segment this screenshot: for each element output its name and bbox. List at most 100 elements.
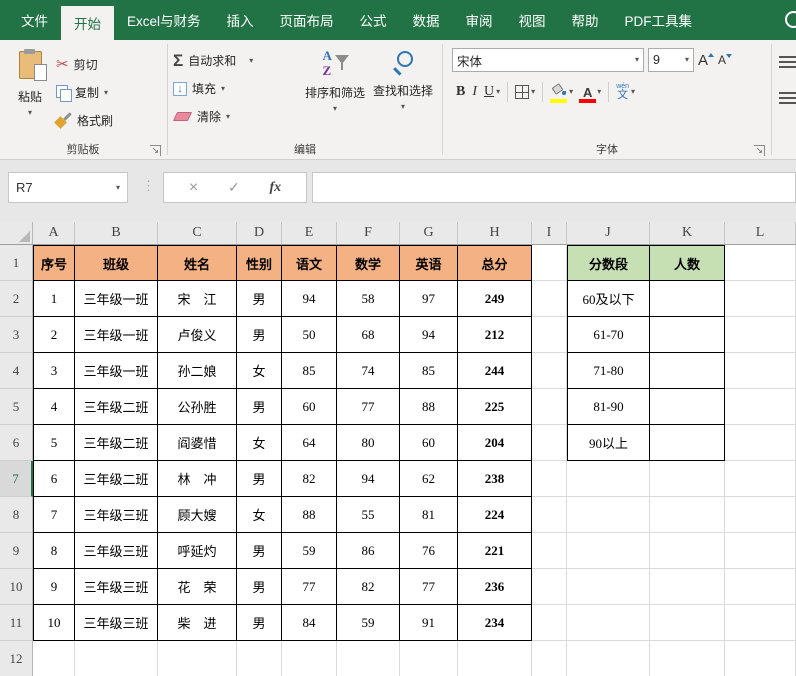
row-header-4[interactable]: 4 [0,353,33,389]
cell-j4[interactable]: 71-80 [567,353,650,389]
cell-j1[interactable]: 分数段 [567,245,650,281]
cell-a8[interactable]: 7 [33,497,75,533]
clear-dropdown-icon[interactable]: ▾ [226,111,231,121]
col-header-a[interactable]: A [33,222,75,245]
cell-e6[interactable]: 64 [282,425,337,461]
cell-l7[interactable] [725,461,796,497]
tab-excel-finance[interactable]: Excel与财务 [127,14,201,29]
cell-h10[interactable]: 236 [458,569,532,605]
cell-i9[interactable] [532,533,567,569]
cell-e11[interactable]: 84 [282,605,337,641]
col-header-d[interactable]: D [237,222,282,245]
formula-input[interactable] [312,172,796,203]
cell-i10[interactable] [532,569,567,605]
tab-home[interactable]: 开始 [61,6,114,40]
font-dialog-launcher-icon[interactable]: ↘ [754,145,765,156]
row-header-8[interactable]: 8 [0,497,33,533]
cell-a9[interactable]: 8 [33,533,75,569]
cell-g9[interactable]: 76 [400,533,458,569]
cell-j12[interactable] [567,641,650,676]
cell-k8[interactable] [650,497,725,533]
tab-page-layout[interactable]: 页面布局 [279,14,334,29]
cell-h9[interactable]: 221 [458,533,532,569]
italic-button[interactable]: I [472,84,478,99]
cell-b1[interactable]: 班级 [75,245,158,281]
cell-b9[interactable]: 三年级三班 [75,533,158,569]
cell-i8[interactable] [532,497,567,533]
cell-i3[interactable] [532,317,567,353]
find-select-dropdown-icon[interactable]: ▾ [400,102,405,111]
cell-k9[interactable] [650,533,725,569]
col-header-g[interactable]: G [400,222,458,245]
cell-l1[interactable] [725,245,796,281]
cell-c7[interactable]: 林 冲 [158,461,237,497]
cell-a3[interactable]: 2 [33,317,75,353]
tab-insert[interactable]: 插入 [226,14,254,29]
cell-i11[interactable] [532,605,567,641]
cell-l9[interactable] [725,533,796,569]
cell-d7[interactable]: 男 [237,461,282,497]
cell-g2[interactable]: 97 [400,281,458,317]
cell-c6[interactable]: 阎婆惜 [158,425,237,461]
cell-h7[interactable]: 238 [458,461,532,497]
cell-e5[interactable]: 60 [282,389,337,425]
cell-i5[interactable] [532,389,567,425]
cell-k1[interactable]: 人数 [650,245,725,281]
cell-i12[interactable] [532,641,567,676]
cell-a1[interactable]: 序号 [33,245,75,281]
cell-f7[interactable]: 94 [337,461,400,497]
col-header-j[interactable]: J [567,222,650,245]
tab-help[interactable]: 帮助 [571,14,599,29]
cell-a10[interactable]: 9 [33,569,75,605]
fill-color-button[interactable]: ▾ [550,82,573,103]
cell-g3[interactable]: 94 [400,317,458,353]
clear-button[interactable]: 清除 ▾ [172,104,301,129]
row-header-2[interactable]: 2 [0,281,33,317]
cell-h1[interactable]: 总分 [458,245,532,281]
row-header-9[interactable]: 9 [0,533,33,569]
col-header-i[interactable]: I [532,222,567,245]
row-header-3[interactable]: 3 [0,317,33,353]
cell-k10[interactable] [650,569,725,605]
cell-g11[interactable]: 91 [400,605,458,641]
col-header-k[interactable]: K [650,222,725,245]
cell-k4[interactable] [650,353,725,389]
cell-g5[interactable]: 88 [400,389,458,425]
cut-button[interactable]: ✂ 剪切 [56,52,113,77]
cell-b4[interactable]: 三年级一班 [75,353,158,389]
cell-f8[interactable]: 55 [337,497,400,533]
format-painter-button[interactable]: 格式刷 [56,108,113,133]
cell-d1[interactable]: 性别 [237,245,282,281]
cell-a4[interactable]: 3 [33,353,75,389]
increase-font-size-button[interactable]: A [698,52,715,69]
cell-j7[interactable] [567,461,650,497]
clipboard-dialog-launcher-icon[interactable]: ↘ [150,145,161,156]
cell-f12[interactable] [337,641,400,676]
cell-d5[interactable]: 男 [237,389,282,425]
formula-bar-resizer[interactable]: ⋮ [142,178,155,193]
tab-formulas[interactable]: 公式 [359,14,387,29]
cell-h8[interactable]: 224 [458,497,532,533]
cell-h2[interactable]: 249 [458,281,532,317]
cell-l3[interactable] [725,317,796,353]
cell-d2[interactable]: 男 [237,281,282,317]
font-name-dropdown-icon[interactable]: ▾ [634,55,639,64]
cell-b12[interactable] [75,641,158,676]
cell-i4[interactable] [532,353,567,389]
cell-i2[interactable] [532,281,567,317]
cell-a12[interactable] [33,641,75,676]
font-color-dropdown-icon[interactable]: ▾ [597,87,602,96]
cell-g12[interactable] [400,641,458,676]
cell-l4[interactable] [725,353,796,389]
cell-a6[interactable]: 5 [33,425,75,461]
paste-button[interactable]: 粘贴 ▾ [4,46,56,141]
cell-g6[interactable]: 60 [400,425,458,461]
cell-d6[interactable]: 女 [237,425,282,461]
find-select-button[interactable]: 查找和选择 ▾ [369,46,437,141]
cell-l2[interactable] [725,281,796,317]
cell-c12[interactable] [158,641,237,676]
cell-c10[interactable]: 花 荣 [158,569,237,605]
cancel-icon[interactable]: × [188,178,199,196]
sort-filter-button[interactable]: A Z 排序和筛选 ▾ [301,46,369,141]
cell-e4[interactable]: 85 [282,353,337,389]
